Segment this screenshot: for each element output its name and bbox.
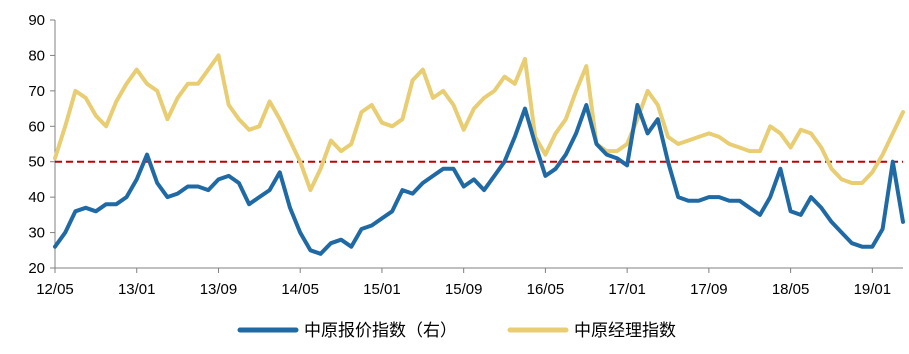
x-tick-label: 16/05 <box>527 281 565 298</box>
x-tick-label: 15/01 <box>363 281 401 298</box>
y-tick-label: 30 <box>28 225 45 242</box>
x-tick-label: 19/01 <box>854 281 892 298</box>
axes: 20 30 40 50 60 70 80 90 12/05 13/01 13/09 14/05 15/0… <box>28 12 903 298</box>
x-tick-label: 13/01 <box>118 281 156 298</box>
y-tick-label: 90 <box>28 12 45 29</box>
y-tick-label: 40 <box>28 189 45 206</box>
series-line-manager-index <box>53 53 905 193</box>
legend-item-manager-index: 中原经理指数 <box>507 321 676 341</box>
y-tick-label: 70 <box>28 83 45 100</box>
x-tick-label: 17/09 <box>690 281 728 298</box>
series-group <box>53 53 905 256</box>
series-line-price-index <box>53 103 905 256</box>
legend-label: 中原经理指数 <box>574 321 676 341</box>
x-tick-label: 15/09 <box>445 281 483 298</box>
x-tick-label: 17/01 <box>608 281 646 298</box>
x-tick-label: 13/09 <box>200 281 238 298</box>
legend-label: 中原报价指数（右） <box>304 321 457 341</box>
legend-item-price-index: 中原报价指数（右） <box>237 321 457 341</box>
x-tick-label: 12/05 <box>36 281 74 298</box>
y-tick-label: 60 <box>28 118 45 135</box>
y-tick-label: 50 <box>28 154 45 171</box>
y-tick-label: 20 <box>28 260 45 277</box>
y-tick-label: 80 <box>28 47 45 64</box>
legend: 中原报价指数（右） 中原经理指数 <box>237 321 676 341</box>
x-tick-label: 14/05 <box>281 281 319 298</box>
x-tick-label: 18/05 <box>772 281 810 298</box>
